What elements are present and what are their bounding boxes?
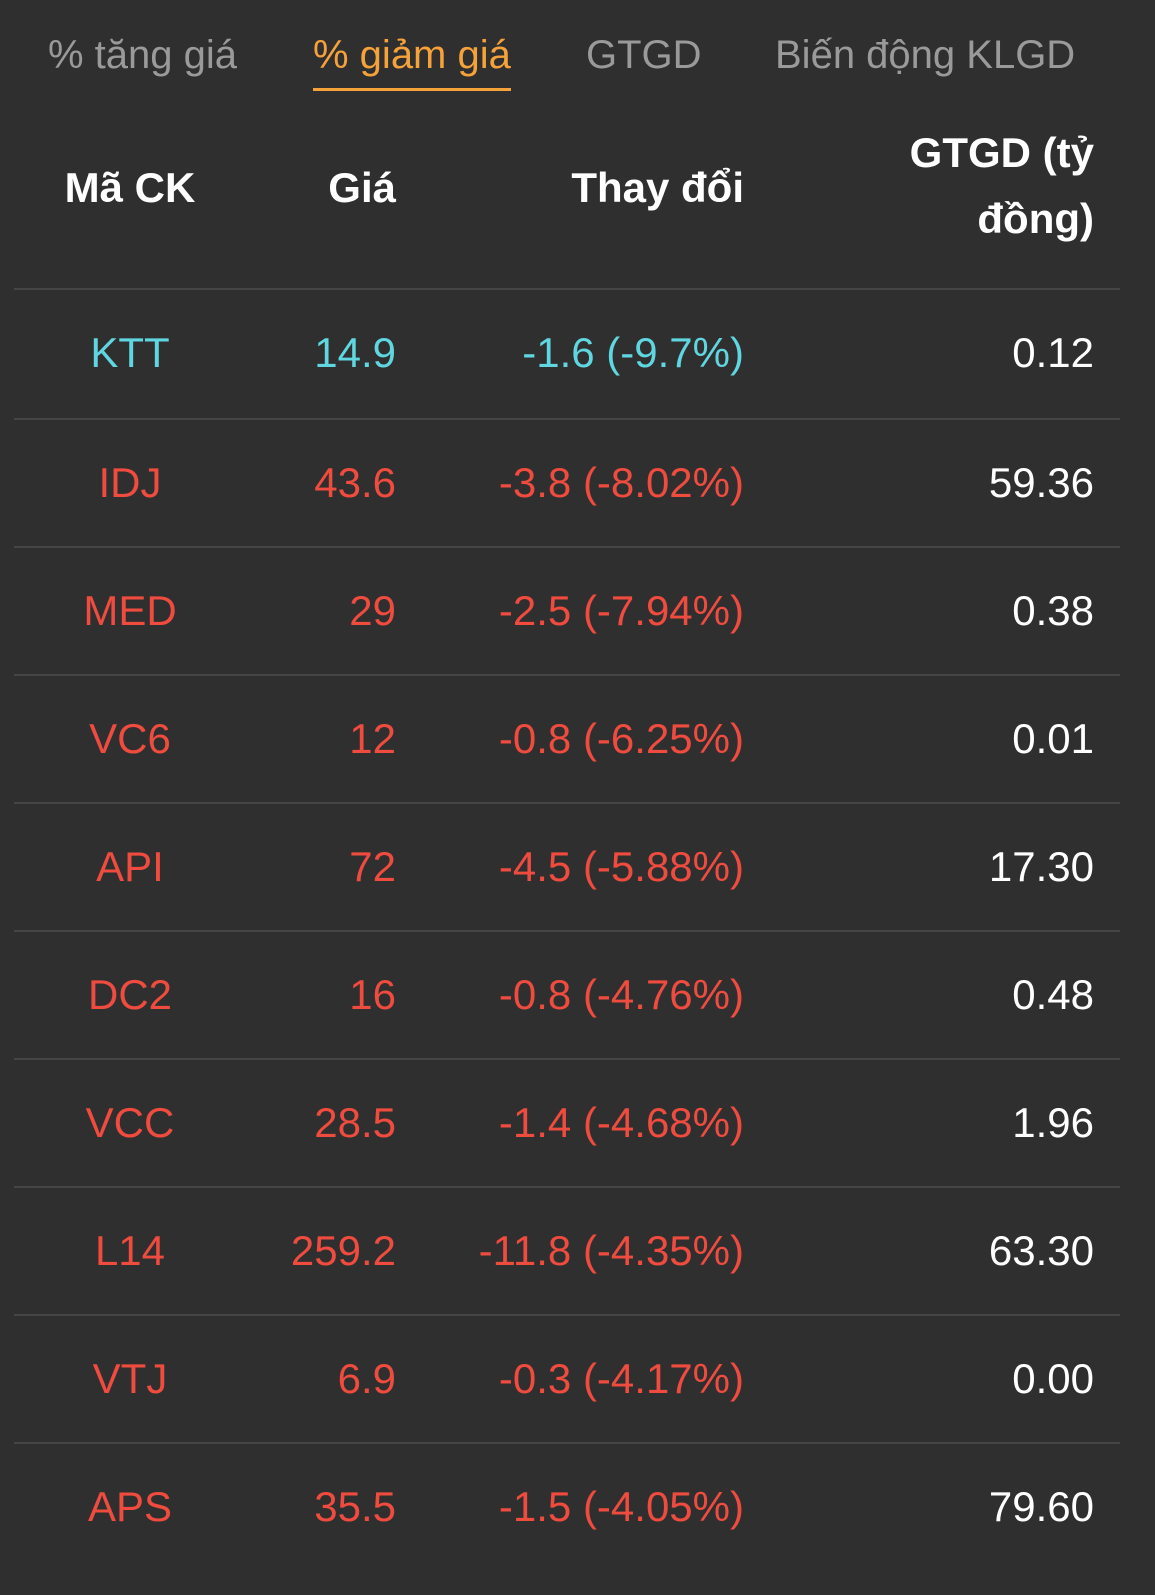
row-change: -11.8 (-4.35%) [478, 1227, 744, 1274]
stock-table-body: KTT 14.9 -1.6 (-9.7%) 0.12 IDJ 43.6 -3.8 (-8.0… [14, 290, 1120, 1570]
tab-bar: % tăng giá % giảm giá GTGD Biến động KLG… [0, 0, 1155, 100]
row-change: -2.5 (-7.94%) [498, 587, 744, 634]
row-price: 259.2 [290, 1227, 396, 1274]
row-trading-value: 59.36 [988, 459, 1094, 506]
table-row[interactable]: VTJ 6.9 -0.3 (-4.17%) 0.00 [14, 1314, 1120, 1442]
tab-volume-change[interactable]: Biến động KLGD [775, 30, 1075, 80]
header-trading-value: GTGD (tỷ đồng) [794, 120, 1094, 252]
row-change: -1.4 (-4.68%) [498, 1099, 744, 1146]
tab-label: % giảm giá [313, 33, 511, 77]
row-trading-value: 0.00 [1012, 1355, 1094, 1402]
header-trading-value-line1: GTGD (tỷ [909, 129, 1094, 176]
row-symbol: IDJ [98, 459, 162, 506]
row-price: 6.9 [337, 1355, 396, 1402]
tab-trading-value[interactable]: GTGD [586, 30, 702, 80]
row-price: 43.6 [314, 459, 396, 506]
row-change: -0.3 (-4.17%) [498, 1355, 744, 1402]
row-price: 14.9 [314, 329, 396, 376]
row-trading-value: 0.12 [1012, 329, 1094, 376]
active-tab-indicator [313, 88, 511, 91]
tab-label: % tăng giá [48, 33, 238, 77]
row-symbol: KTT [90, 329, 170, 376]
row-price: 35.5 [314, 1483, 396, 1530]
row-change: -4.5 (-5.88%) [498, 843, 744, 890]
row-trading-value: 1.96 [1012, 1099, 1094, 1146]
row-symbol: API [96, 843, 164, 890]
table-row[interactable]: L14 259.2 -11.8 (-4.35%) 63.30 [14, 1186, 1120, 1314]
row-price: 12 [349, 715, 396, 762]
header-price: Giá [328, 164, 396, 211]
row-trading-value: 0.01 [1012, 715, 1094, 762]
header-trading-value-line2: đồng) [977, 195, 1094, 242]
row-trading-value: 0.48 [1012, 971, 1094, 1018]
table-row[interactable]: APS 35.5 -1.5 (-4.05%) 79.60 [14, 1442, 1120, 1570]
header-symbol: Mã CK [64, 164, 196, 211]
row-trading-value: 0.38 [1012, 587, 1094, 634]
row-symbol: DC2 [87, 971, 173, 1018]
row-price: 72 [349, 843, 396, 890]
table-row[interactable]: VC6 12 -0.8 (-6.25%) 0.01 [14, 674, 1120, 802]
table-row[interactable]: KTT 14.9 -1.6 (-9.7%) 0.12 [14, 290, 1120, 418]
row-change: -0.8 (-4.76%) [498, 971, 744, 1018]
header-change: Thay đổi [571, 164, 744, 211]
row-symbol: VCC [85, 1099, 175, 1146]
table-row[interactable]: API 72 -4.5 (-5.88%) 17.30 [14, 802, 1120, 930]
tab-label: Biến động KLGD [775, 33, 1076, 77]
table-row[interactable]: IDJ 43.6 -3.8 (-8.02%) 59.36 [14, 418, 1120, 546]
header-divider [14, 288, 1120, 290]
tab-top-losers[interactable]: % giảm giá [313, 30, 511, 91]
row-price: 16 [349, 971, 396, 1018]
table-row[interactable]: DC2 16 -0.8 (-4.76%) 0.48 [14, 930, 1120, 1058]
row-symbol: VC6 [89, 715, 171, 762]
table-row[interactable]: MED 29 -2.5 (-7.94%) 0.38 [14, 546, 1120, 674]
row-symbol: APS [87, 1483, 173, 1530]
row-change: -1.5 (-4.05%) [498, 1483, 744, 1530]
row-trading-value: 63.30 [988, 1227, 1094, 1274]
row-symbol: MED [83, 587, 177, 634]
row-symbol: VTJ [92, 1355, 168, 1402]
tab-top-gainers[interactable]: % tăng giá [48, 30, 237, 80]
row-change: -1.6 (-9.7%) [522, 329, 744, 376]
tab-label: GTGD [586, 33, 702, 77]
row-trading-value: 79.60 [988, 1483, 1094, 1530]
row-price: 28.5 [314, 1099, 396, 1146]
row-change: -0.8 (-6.25%) [498, 715, 744, 762]
row-trading-value: 17.30 [988, 843, 1094, 890]
row-symbol: L14 [94, 1227, 166, 1274]
row-price: 29 [349, 587, 396, 634]
row-change: -3.8 (-8.02%) [498, 459, 744, 506]
table-row[interactable]: VCC 28.5 -1.4 (-4.68%) 1.96 [14, 1058, 1120, 1186]
table-header: Mã CK Giá Thay đổi GTGD (tỷ đồng) [14, 129, 1120, 288]
